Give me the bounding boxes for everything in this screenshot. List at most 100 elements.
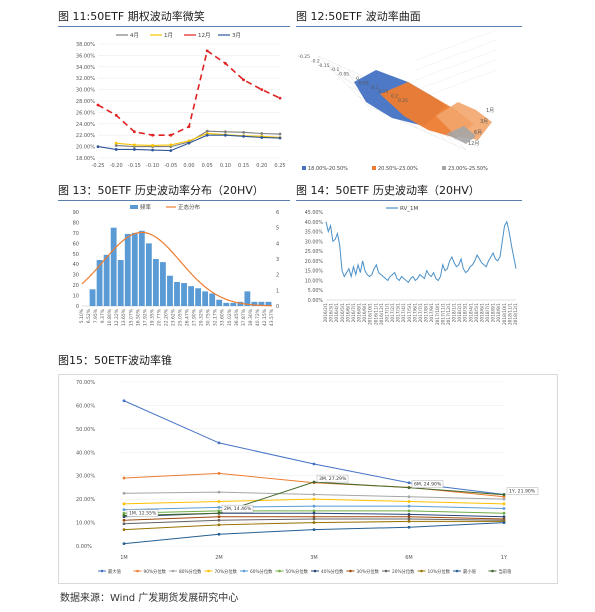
fig13-xtick-label: 37.87% [241,308,247,326]
fig12-floor-grid [367,105,467,151]
fig11-ytick-label: 32.00% [76,76,95,82]
fig13-title: 图 13：50ETF 历史波动率分布（20HV） [58,184,264,197]
fig13-bar [216,299,223,306]
fig14-xtick-label: 2017/12/1 [446,303,452,325]
fig12-wall-grid [415,59,497,91]
fig15-point [312,504,316,508]
fig13-bar [209,293,216,306]
fig14-ytick-label: 35.00% [305,230,324,236]
fig12-depth-label: 12月 [468,141,479,147]
fig11-series-line [97,49,281,136]
fig11-point [187,139,191,143]
fig15-point [312,462,316,466]
fig12-depth-label: 3月 [480,119,488,125]
fig15-point [407,481,411,485]
fig15-point [217,471,221,475]
fig13-xtick-label: 22.20% [163,308,169,326]
fig14-chart: 0.00% 5.00% 10.00% 15.00% 20.00% 25.00% 30.00%… [305,206,519,325]
fig15-legend-label: 50%分位数 [286,568,309,575]
fig13-y2tick-label: 2 [276,273,279,279]
fig11-xtick-label: 0.25 [274,163,285,169]
fig15-panel: 图15：50ETF波动率锥 0.00% 10.00% 20.00% 30.00% 40.… [58,352,558,584]
fig15-legend-label: 90%分位数 [144,568,167,575]
fig11-point [133,143,136,147]
fig11-point [151,144,154,147]
fig13-xtick-label: 36.45% [234,308,240,326]
fig15-legend-marker [100,569,104,573]
fig11-point [205,129,209,133]
fig15-legend-marker [491,569,494,573]
fig12-legend-swatch [442,166,446,170]
fig13-xtick-label: 15.07% [128,308,134,326]
fig11-point [114,144,118,147]
fig11-point [278,96,282,100]
fig13-y2tick-label: 6 [276,210,279,216]
fig15-point [502,497,506,501]
fig11-point [242,78,246,82]
fig14-ytick-label: 5.00% [308,288,324,294]
fig11-point [224,133,227,137]
fig12-legend-label: 20.50%-23.00% [378,166,418,172]
fig13-xtick-label: 30.75% [206,308,212,326]
fig13-bar [237,301,244,306]
fig13-bar [152,259,159,306]
fig11-xtick-label: -0.20 [110,163,123,169]
fig12-chart: -0.25-0.2-0.15-0.1-0.05 00.050.10.150.20.… [298,30,497,172]
fig15-point [217,518,221,522]
fig12-xtick-label: -0.25 [298,54,310,60]
fig13-bar [174,281,180,306]
fig14-xtick-label: 2018/5/1 [474,303,480,323]
fig11-xtick-label: -0.15 [128,163,141,169]
fig15-legend-marker [242,569,246,573]
fig14-xtick-label: 2017/5/1 [407,303,413,323]
fig13-ytick-label: 0 [76,304,79,310]
fig15-annotation-label: 1Y, 21.90% [509,489,536,495]
fig13-bar [223,302,230,306]
fig13-ytick-label: 80 [73,220,79,226]
fig14-xtick-label: 2017/4/1 [401,303,407,323]
fig11-ytick-label: 20.00% [76,145,95,151]
fig13-xtick-label: 26.47% [185,308,191,326]
fig15-annotation-box [316,474,349,483]
fig15-point [217,509,221,513]
fig14-xtick-label: 2017/11/1 [440,303,446,325]
fig14-xtick-label: 2016/9/1 [362,303,368,323]
fig11-ytick-label: 24.00% [76,122,95,128]
fig14-ytick-label: 30.00% [305,239,324,245]
fig15-legend-marker [420,569,423,573]
fig15-xtick-label: 6M [405,555,413,561]
fig11-point [205,133,209,137]
fig15-point [217,441,221,445]
fig14-xtick-label: 2016/10/1 [368,303,374,325]
fig11-xtick-label: 0.05 [202,163,213,169]
fig13-xtick-label: 32.17% [213,308,219,326]
fig15-ytick-label: 10.00% [76,521,95,527]
fig14-title-rule [296,200,522,201]
fig15-point [122,542,126,546]
fig11-ytick-label: 22.00% [76,133,95,139]
fig12-xtick-label: 0.25 [398,98,408,104]
fig12-xtick-label: -0.2 [311,58,320,64]
fig14-xtick-label: 2016/3/1 [329,303,335,323]
fig13-bar [258,301,265,306]
fig14-xtick-label: 2018/3/1 [463,303,469,323]
fig13-xtick-label: 33.60% [220,308,226,326]
fig14-xtick-label: 2017/8/1 [424,303,430,323]
fig15-point [122,476,126,480]
fig15-xtick-label: 1M [120,555,128,561]
fig15-point [217,515,221,519]
fig14-ytick-label: 0.00% [308,298,324,304]
fig11-point [169,133,173,137]
fig11-point [187,125,191,129]
fig15-point [407,517,411,521]
fig13-xtick-label: 42.15% [262,308,268,326]
fig13-xtick-label: 43.57% [269,308,275,326]
fig15-point [122,528,126,531]
fig15-point [502,511,506,515]
fig11-title-rule [58,26,290,27]
fig13-ytick-label: 40 [73,262,79,268]
fig11-point [224,61,227,65]
fig13-xtick-label: 5.10% [79,308,85,323]
fig11-point [96,145,100,148]
fig12-floor-grid [317,55,369,107]
